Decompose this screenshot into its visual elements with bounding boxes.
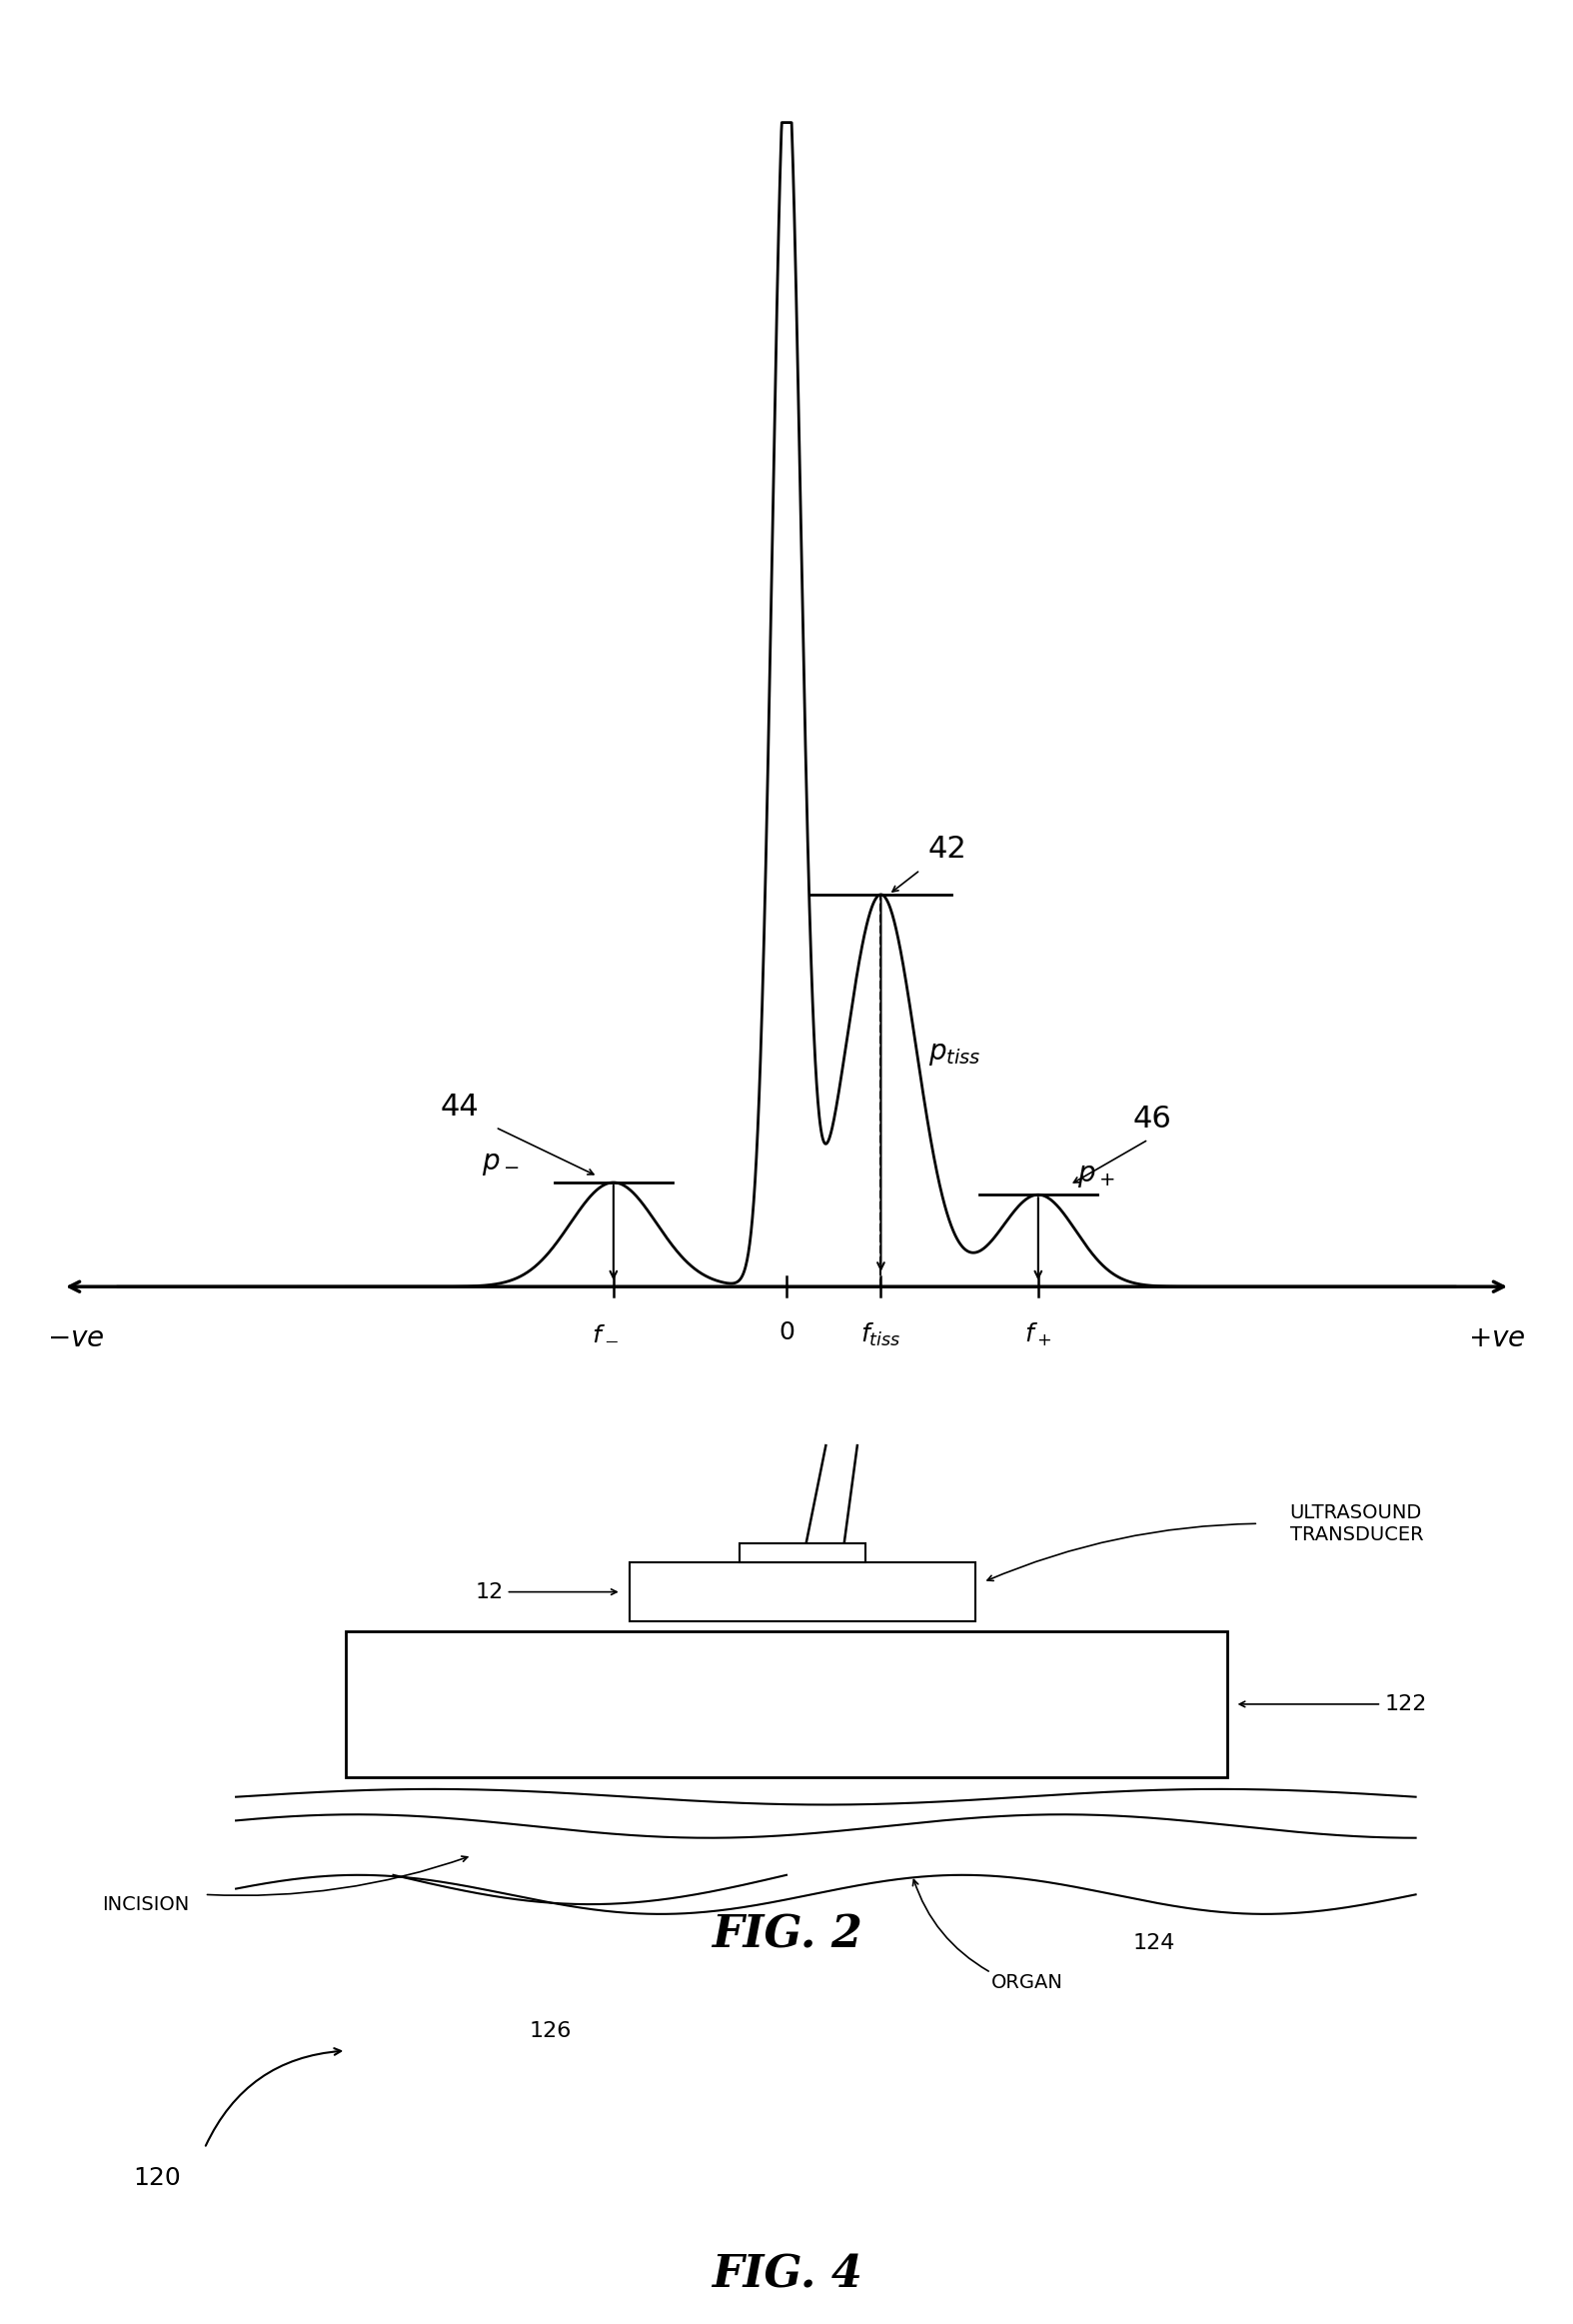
Text: $0$: $0$ [779,1320,794,1343]
Text: 122: 122 [1240,1694,1427,1715]
Text: 124: 124 [1133,1934,1175,1954]
Text: $p_+$: $p_+$ [1078,1162,1115,1190]
Text: 12: 12 [475,1583,617,1601]
Text: $f_-$: $f_-$ [591,1320,620,1343]
Text: ULTRASOUND
TRANSDUCER: ULTRASOUND TRANSDUCER [1290,1504,1424,1543]
Text: GEL STANDOFF: GEL STANDOFF [692,1694,881,1715]
Text: FIG. 2: FIG. 2 [711,1915,862,1957]
Text: 44: 44 [440,1092,480,1120]
Text: 42: 42 [928,834,967,865]
Text: 126: 126 [530,2022,571,2040]
Bar [346,1631,1227,1778]
Bar [739,1543,865,1562]
Text: $f_{tiss}$: $f_{tiss}$ [860,1320,901,1348]
Text: FIG. 4: FIG. 4 [711,2254,862,2296]
Text: 46: 46 [1133,1104,1172,1134]
Text: $+ve$: $+ve$ [1468,1327,1526,1353]
Text: $p_-$: $p_-$ [481,1150,519,1178]
Text: $-ve$: $-ve$ [47,1327,105,1353]
Text: 120: 120 [134,2166,181,2189]
Text: $p_{tiss}$: $p_{tiss}$ [928,1041,980,1067]
Text: INCISION: INCISION [102,1894,189,1913]
Text: $f_+$: $f_+$ [1024,1320,1052,1348]
Bar [629,1562,975,1622]
Text: ORGAN: ORGAN [991,1973,1063,1992]
